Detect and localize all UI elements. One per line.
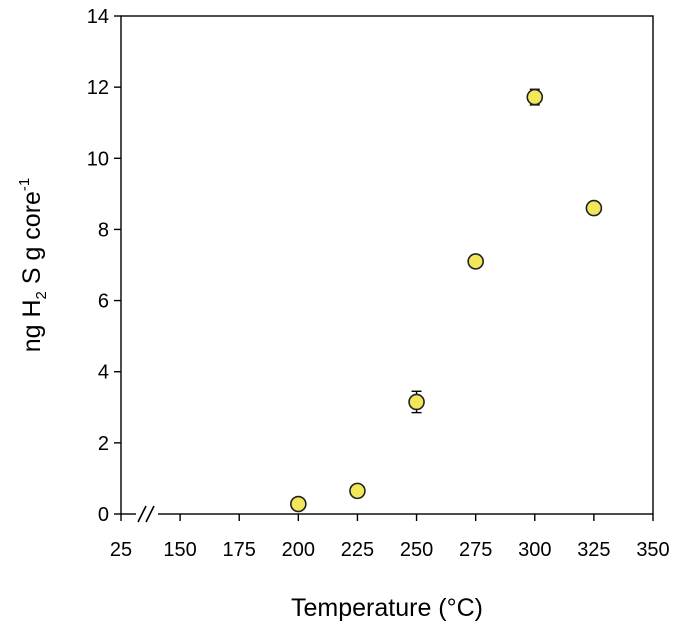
x-tick-label: 25 bbox=[110, 539, 132, 561]
y-tick-label: 12 bbox=[87, 77, 109, 99]
data-point bbox=[585, 199, 603, 217]
x-tick-label: 300 bbox=[518, 539, 551, 561]
x-axis-title: Temperature (°C) bbox=[291, 594, 483, 622]
data-point bbox=[408, 393, 425, 411]
x-tick-label: 225 bbox=[341, 539, 374, 561]
y-tick-label: 6 bbox=[98, 291, 109, 313]
y-tick-label: 14 bbox=[87, 6, 109, 28]
y-tick-label: 4 bbox=[98, 362, 109, 384]
data-points bbox=[290, 88, 603, 513]
y-axis: 0 2 4 6 8 10 12 14 bbox=[87, 6, 121, 526]
y-axis-title-part2: S g core bbox=[18, 191, 46, 291]
plot-area bbox=[120, 15, 654, 515]
y-axis-title-subscript: 2 bbox=[33, 291, 50, 299]
y-tick-label: 10 bbox=[87, 148, 109, 170]
y-tick-label: 8 bbox=[98, 219, 109, 241]
y-axis-title-part1: ng H bbox=[18, 299, 46, 352]
y-tick-label: 0 bbox=[98, 504, 109, 526]
y-axis-title-superscript: -1 bbox=[16, 178, 33, 191]
x-tick-label: 325 bbox=[577, 539, 610, 561]
x-axis-break-mark bbox=[136, 505, 158, 523]
data-point bbox=[467, 253, 484, 270]
x-tick-label: 200 bbox=[282, 539, 315, 561]
y-tick-label: 2 bbox=[98, 433, 109, 455]
y-axis-title: ng H2 S g core-1 bbox=[16, 178, 50, 353]
x-tick-label: 275 bbox=[459, 539, 492, 561]
x-tick-label: 350 bbox=[636, 539, 669, 561]
data-point bbox=[526, 88, 544, 106]
x-axis: 25 150 175 200 225 250 275 300 325 350 bbox=[110, 514, 670, 561]
data-point bbox=[349, 482, 366, 500]
x-tick-label: 250 bbox=[400, 539, 433, 561]
x-tick-label: 175 bbox=[223, 539, 256, 561]
data-point bbox=[290, 495, 307, 513]
x-tick-label: 150 bbox=[163, 539, 196, 561]
